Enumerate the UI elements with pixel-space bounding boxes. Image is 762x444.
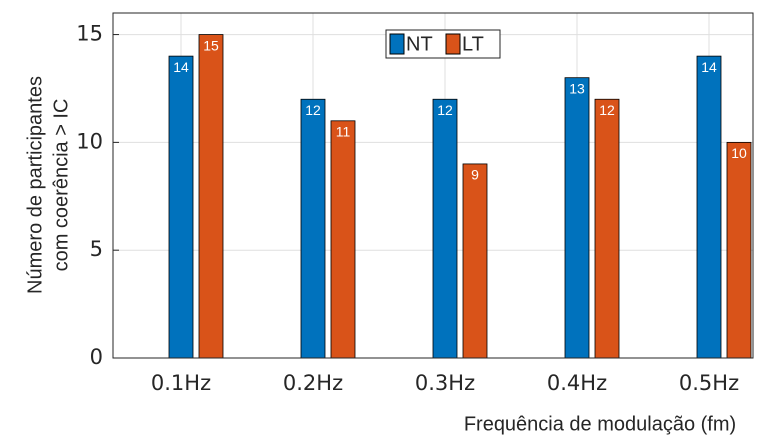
value-label: 12 (437, 102, 453, 118)
bar (696, 55, 722, 359)
x-axis-label: Frequência de modulação (fm) (464, 413, 736, 435)
value-label: 12 (599, 102, 615, 118)
value-label: 11 (336, 124, 351, 140)
y-tick-label: 10 (76, 129, 103, 153)
y-axis-label: com coerência > IC (50, 99, 72, 272)
value-label: 10 (731, 145, 747, 161)
x-tick-label: 0.2Hz (283, 371, 343, 395)
legend-box (385, 29, 501, 59)
legend-swatch (445, 33, 461, 55)
bar (726, 141, 752, 359)
y-tick-label: 15 (76, 22, 103, 46)
bar (168, 55, 194, 359)
y-tick-label: 5 (90, 237, 103, 261)
bar (564, 77, 590, 359)
plot-frame (112, 12, 754, 359)
x-tick-label: 0.1Hz (151, 371, 211, 395)
x-tick-label: 0.5Hz (679, 371, 739, 395)
bar (198, 34, 224, 359)
y-tick-label: 0 (90, 345, 103, 369)
bar (594, 98, 620, 359)
bar (300, 98, 326, 359)
legend-label: LT (462, 33, 484, 55)
value-label: 12 (305, 102, 321, 118)
value-label: 14 (701, 59, 717, 75)
y-axis-label: Número de participantes (24, 76, 46, 294)
legend-swatch (389, 33, 405, 55)
x-tick-label: 0.3Hz (415, 371, 475, 395)
bar (432, 98, 458, 359)
x-tick-label: 0.4Hz (547, 371, 607, 395)
value-label: 15 (203, 37, 219, 53)
value-label: 14 (173, 59, 189, 75)
bar (330, 120, 356, 359)
legend-label: NT (406, 33, 433, 55)
value-label: 9 (471, 167, 479, 183)
value-label: 13 (569, 80, 585, 96)
bar (462, 163, 488, 359)
